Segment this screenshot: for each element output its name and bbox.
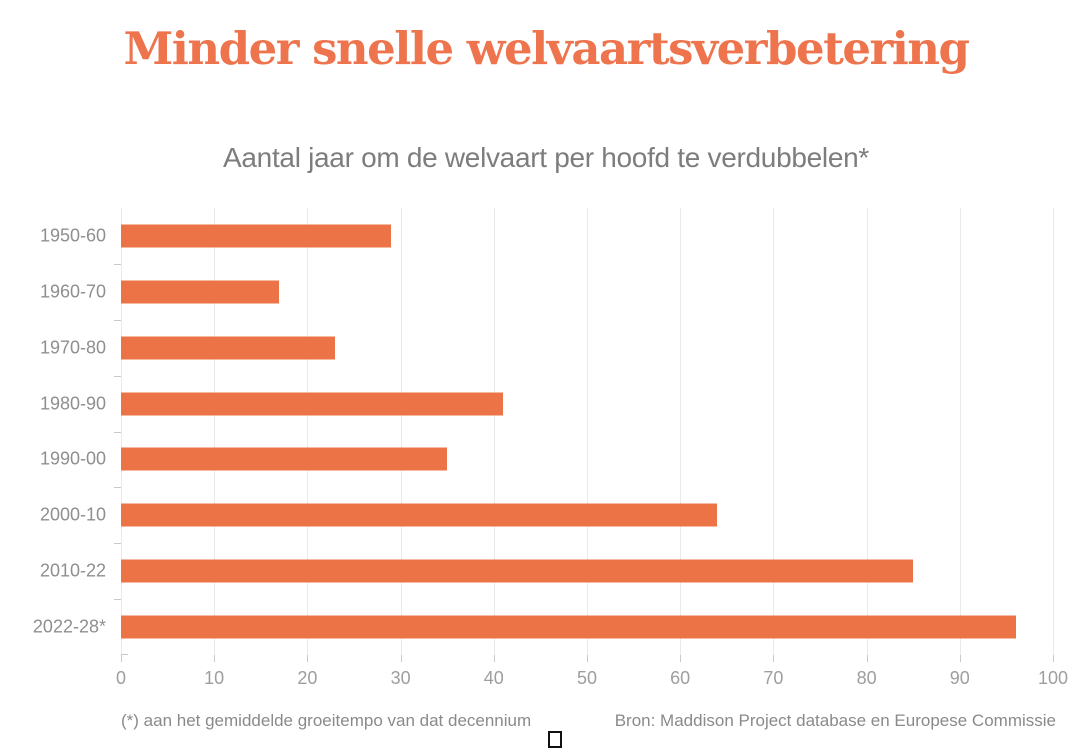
category-boundary-tick	[114, 487, 121, 489]
category-boundary-tick	[114, 375, 121, 377]
gridline-x-70	[773, 208, 775, 655]
x-axis-labels: 0 10 20 30 40 50 60 70 80 90 100	[116, 668, 1068, 692]
bar-1980-90	[121, 392, 504, 416]
plot-area	[114, 208, 1054, 662]
x-tick-label-50: 50	[576, 668, 598, 688]
bar-row-1970-80	[121, 320, 1053, 376]
x-tick-label-30: 30	[390, 668, 411, 688]
axis-tick-x-20	[307, 655, 309, 662]
bar-row-1980-90	[121, 376, 1053, 432]
x-tick-label-10: 10	[204, 668, 225, 688]
axis-origin-foot	[121, 654, 128, 655]
y-axis-labels: 1950-60 1960-70 1970-80 1980-90 1990-00 2000-…	[0, 208, 106, 655]
gridline-x-60	[680, 208, 682, 655]
axis-tick-x-70	[773, 655, 775, 662]
chart-subtitle: Aantal jaar om de welvaart per hoofd te …	[223, 142, 869, 173]
gridline-x-0	[121, 208, 122, 655]
axis-tick-x-80	[866, 655, 868, 662]
bar-1970-80	[121, 336, 336, 360]
axis-tick-x-50	[587, 655, 588, 662]
category-boundary-tick	[114, 543, 121, 545]
category-boundary-tick	[114, 319, 121, 321]
x-tick-label-20: 20	[297, 668, 318, 688]
bar-2010-22	[121, 559, 914, 583]
y-category-label-2022-28*: 2022-28*	[32, 616, 106, 637]
footnote: (*) aan het gemiddelde groeitempo van da…	[121, 711, 532, 730]
category-boundary-tick	[114, 263, 121, 265]
bar-row-1990-00	[121, 432, 1053, 488]
bar-2000-10	[121, 503, 718, 527]
y-category-label-2010-22: 2010-22	[39, 560, 106, 581]
gridline-x-50	[587, 208, 588, 655]
x-tick-label-90: 90	[949, 668, 970, 688]
axis-tick-x-0	[121, 655, 122, 662]
x-tick-label-0: 0	[115, 668, 127, 688]
y-category-label-1980-90: 1980-90	[39, 393, 106, 414]
y-category-label-1990-00: 1990-00	[39, 448, 106, 469]
gridline-x-90	[959, 208, 961, 655]
bar-row-2022-28*	[121, 599, 1053, 655]
x-tick-label-70: 70	[763, 668, 784, 688]
x-tick-label-100: 100	[1037, 668, 1069, 688]
x-tick-label-60: 60	[670, 668, 691, 688]
axis-tick-x-10	[214, 655, 216, 662]
y-category-label-1950-60: 1950-60	[39, 225, 106, 246]
axis-tick-x-90	[959, 655, 961, 662]
y-category-label-1960-70: 1960-70	[39, 281, 106, 302]
chart-title: Minder snelle welvaartsverbetering	[123, 22, 970, 75]
axis-tick-x-40	[493, 655, 495, 662]
y-category-label-1970-80: 1970-80	[39, 337, 106, 358]
axis-tick-x-60	[680, 655, 682, 662]
category-boundary-tick	[114, 599, 121, 601]
axis-tick-x-30	[400, 655, 402, 662]
axis-tick-x-100	[1053, 655, 1054, 662]
chart-footer: (*) aan het gemiddelde groeitempo van da…	[121, 711, 1056, 731]
source-credit: Bron: Maddison Project database en Europ…	[614, 711, 1056, 730]
bar-row-2010-22	[121, 543, 1053, 599]
bar-row-1950-60	[121, 208, 1053, 264]
x-tick-label-40: 40	[483, 668, 504, 688]
category-boundary-tick	[114, 431, 121, 433]
gridline-x-100	[1053, 208, 1054, 655]
missing-glyph-box	[548, 731, 562, 748]
bar-row-1960-70	[121, 264, 1053, 320]
gridline-x-30	[400, 208, 402, 655]
bar-1950-60	[121, 224, 392, 248]
bar-2022-28*	[121, 615, 1016, 639]
gridline-x-80	[866, 208, 868, 655]
gridline-x-40	[493, 208, 495, 655]
gridline-x-10	[214, 208, 216, 655]
x-tick-label-80: 80	[856, 668, 877, 688]
y-category-label-2000-10: 2000-10	[39, 504, 106, 525]
bar-1960-70	[121, 280, 280, 304]
gridline-x-20	[307, 208, 309, 655]
bar-row-2000-10	[121, 487, 1053, 543]
bar-1990-00	[121, 447, 448, 471]
